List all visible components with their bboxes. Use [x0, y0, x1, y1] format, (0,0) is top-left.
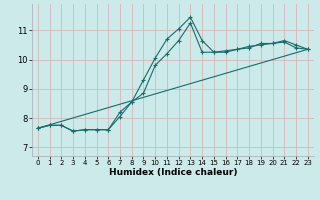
X-axis label: Humidex (Indice chaleur): Humidex (Indice chaleur): [108, 168, 237, 177]
